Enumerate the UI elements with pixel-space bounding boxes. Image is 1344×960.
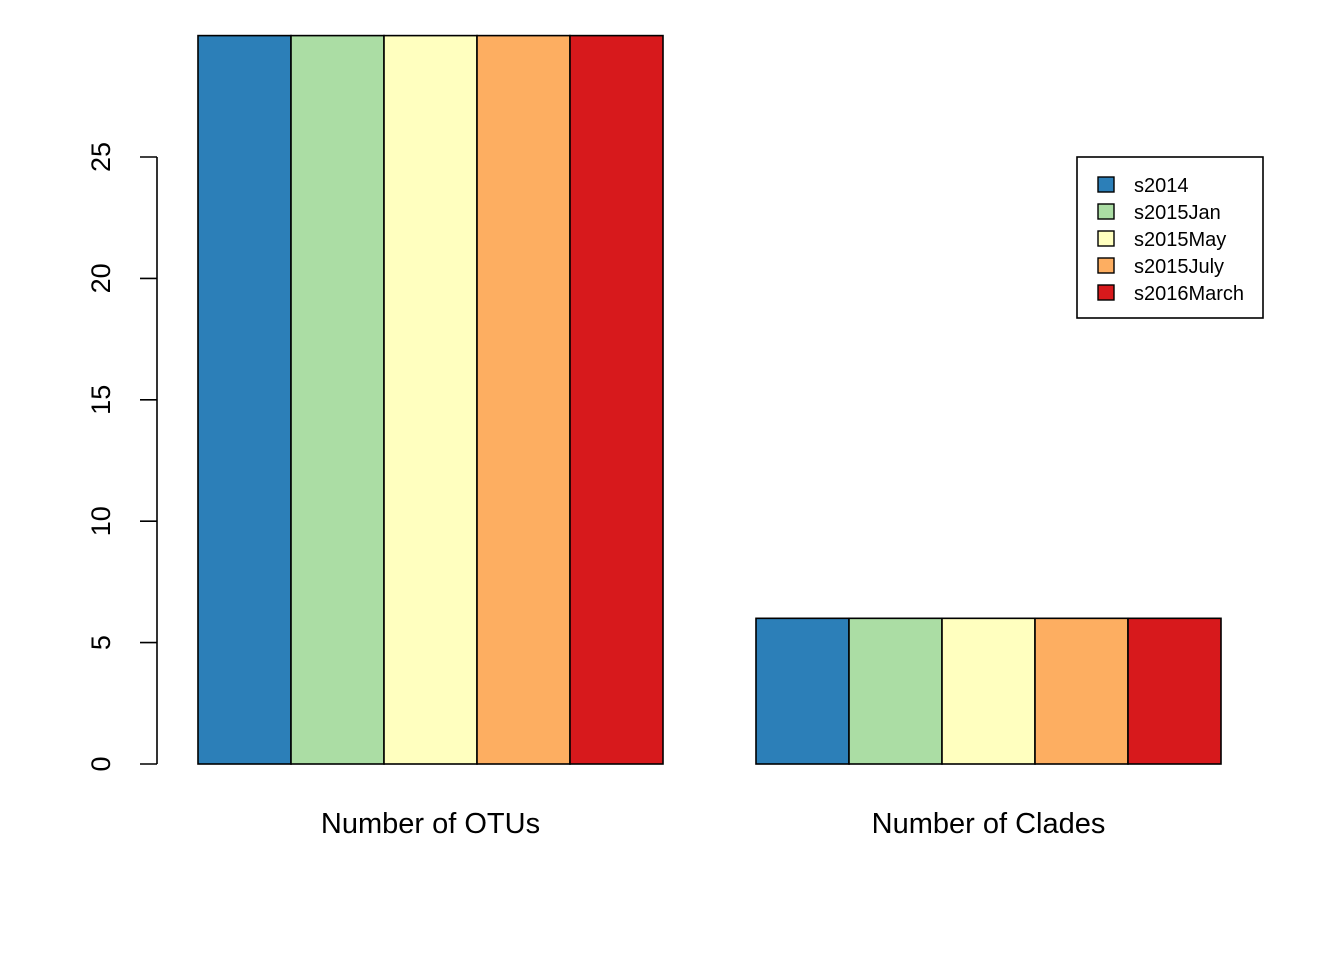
bar-s2015May-otus (383, 34, 478, 765)
bar-s2015Jan-clades (848, 617, 943, 765)
y-axis: 0 5 10 15 20 25 (86, 142, 158, 772)
x-axis-category-labels: Number of OTUs Number of Clades (321, 808, 1105, 840)
legend: s2014 s2015Jan s2015May s2015July s2016March (1076, 156, 1264, 319)
bar-s2016March-clades (1127, 617, 1222, 765)
legend-label: s2016March (1134, 283, 1244, 305)
bar-s2014-otus (197, 34, 292, 765)
legend-label: s2014 (1134, 175, 1189, 197)
bar-s2016March-otus (569, 34, 664, 765)
bar-s2015May-clades (941, 617, 1036, 765)
legend-label: s2015May (1134, 229, 1226, 251)
y-tick-label: 5 (86, 635, 116, 650)
legend-label: s2015July (1134, 256, 1224, 278)
legend-swatch (1097, 230, 1115, 247)
y-tick-label: 10 (86, 506, 116, 536)
legend-swatch (1097, 176, 1115, 193)
y-tick-label: 25 (86, 142, 116, 172)
legend-swatch (1097, 257, 1115, 274)
legend-swatch (1097, 284, 1115, 301)
category-label: Number of OTUs (321, 808, 540, 840)
bar-s2015July-clades (1034, 617, 1129, 765)
legend-label: s2015Jan (1134, 202, 1221, 224)
y-tick-label: 20 (86, 263, 116, 293)
bars-layer (197, 34, 1222, 765)
y-tick-label: 15 (86, 385, 116, 415)
category-label: Number of Clades (872, 808, 1106, 840)
legend-swatch (1097, 203, 1115, 220)
y-tick-label: 0 (86, 756, 116, 771)
bar-s2015July-otus (476, 34, 571, 765)
bar-s2015Jan-otus (290, 34, 385, 765)
bar-s2014-clades (755, 617, 850, 765)
